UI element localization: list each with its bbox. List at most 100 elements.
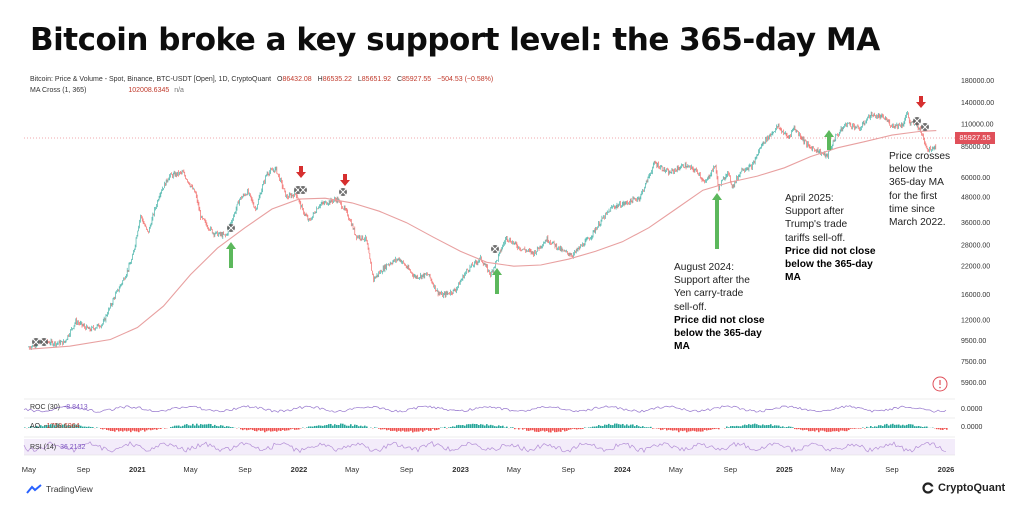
ao-bar: [628, 425, 630, 428]
ao-bar: [48, 424, 50, 428]
ao-bar: [908, 424, 910, 428]
y-tick-label: 9500.00: [961, 338, 986, 345]
annotation-aug-2024: August 2024: Support after the Yen carry-t…: [674, 261, 765, 353]
ao-axis-label: 0.0000: [961, 424, 983, 431]
ao-bar: [884, 424, 886, 428]
y-tick-label: 85000.00: [961, 144, 990, 151]
ao-bar: [176, 425, 178, 428]
ao-bar: [916, 426, 918, 428]
ao-bar: [706, 428, 708, 431]
ao-bar: [514, 428, 516, 430]
ao-bar: [618, 424, 620, 428]
ao-bar: [118, 428, 120, 432]
ao-bar: [752, 424, 754, 428]
last-price-tag: 85927.55: [955, 132, 995, 144]
ao-bar: [374, 427, 376, 428]
ao-bar: [804, 428, 806, 430]
open-key: O: [277, 76, 283, 83]
ao-value: -1758.6964: [44, 423, 80, 430]
ao-bar: [240, 428, 242, 430]
ao-bar: [416, 428, 418, 432]
ao-bar: [134, 428, 136, 432]
ao-bar: [774, 425, 776, 428]
ma-cross-marker-x: [921, 123, 929, 131]
ao-bar: [922, 427, 924, 428]
cryptoquant-label: CryptoQuant: [938, 482, 1006, 494]
ao-bar: [410, 428, 412, 431]
ao-bar: [130, 428, 132, 433]
ao-bar: [658, 428, 660, 429]
ao-bar: [298, 428, 300, 430]
ao-bar: [206, 424, 208, 428]
ao-bar: [44, 425, 46, 428]
ao-bar: [126, 428, 128, 432]
ao-bar: [918, 426, 920, 428]
support-arrow-2023-shaft: [495, 274, 499, 294]
ao-bar: [528, 428, 530, 431]
ao-bar: [820, 428, 822, 431]
ao-bar: [536, 428, 538, 432]
ao-bar: [272, 428, 274, 432]
ao-bar: [574, 428, 576, 430]
ao-bar: [356, 424, 358, 428]
ao-bar: [470, 424, 472, 428]
ao-bar: [80, 425, 82, 428]
ao-bar: [284, 428, 286, 431]
ao-bar: [72, 424, 74, 428]
y-axis-ticks: 180000.00 140000.00 110000.00 85000.00 60000…: [961, 78, 994, 387]
ao-bar: [86, 426, 88, 428]
ao-bar: [426, 428, 428, 430]
ao-bar: [394, 428, 396, 431]
low-key: L: [357, 76, 362, 83]
ao-bar: [814, 428, 816, 432]
aug-2024-line: August 2024:: [674, 262, 735, 273]
ao-bar: [260, 428, 262, 431]
ao-bar: [52, 423, 54, 428]
ao-bar: [398, 428, 400, 431]
ao-bar: [548, 428, 550, 433]
ao-bar: [552, 428, 554, 431]
y-tick-label: 28000.00: [961, 242, 990, 249]
ao-bar: [806, 428, 808, 430]
apr-2025-bold-line: MA: [785, 272, 801, 284]
ao-bar: [858, 428, 860, 429]
ao-bar: [942, 428, 944, 430]
annotation-apr-2025: April 2025: Support after Trump's trade tar…: [785, 192, 876, 284]
ao-bar: [850, 428, 852, 429]
ao-bar: [758, 425, 760, 428]
aug-2024-line: sell-off.: [674, 301, 707, 313]
y-tick-label: 36000.00: [961, 220, 990, 227]
ao-bar: [384, 428, 386, 430]
ao-bar: [900, 425, 902, 428]
ao-bar: [632, 424, 634, 428]
roc-value: -8.8413: [63, 404, 88, 411]
ao-bar: [578, 428, 580, 430]
x-tick-label: 2021: [129, 465, 146, 474]
ao-bar: [744, 424, 746, 428]
ao-bar: [464, 425, 466, 428]
ao-bar: [524, 428, 526, 429]
ao-bar: [310, 426, 312, 428]
ao-bar: [458, 424, 460, 428]
tradingview-brand: TradingView: [26, 484, 93, 494]
ao-bar: [590, 427, 592, 428]
ao-bar: [314, 425, 316, 428]
ao-bar: [142, 428, 144, 431]
ao-bar: [482, 424, 484, 428]
ma-na: n/a: [174, 87, 184, 94]
ao-bar: [892, 423, 894, 428]
ao-bar: [872, 427, 874, 428]
ao-bar: [472, 423, 474, 428]
ao-bar: [550, 428, 552, 433]
ao-bar: [478, 425, 480, 428]
ao-bar: [640, 426, 642, 428]
ao-bar: [546, 428, 548, 432]
ao-bar: [408, 428, 410, 432]
ao-bar: [454, 426, 456, 428]
x-tick-label: May: [345, 465, 359, 474]
ao-bar: [58, 423, 60, 428]
ao-bar: [572, 428, 574, 429]
ao-bar: [510, 427, 512, 428]
ma-cross-marker-x: [913, 117, 921, 125]
alert-clock-icon: [932, 376, 948, 392]
